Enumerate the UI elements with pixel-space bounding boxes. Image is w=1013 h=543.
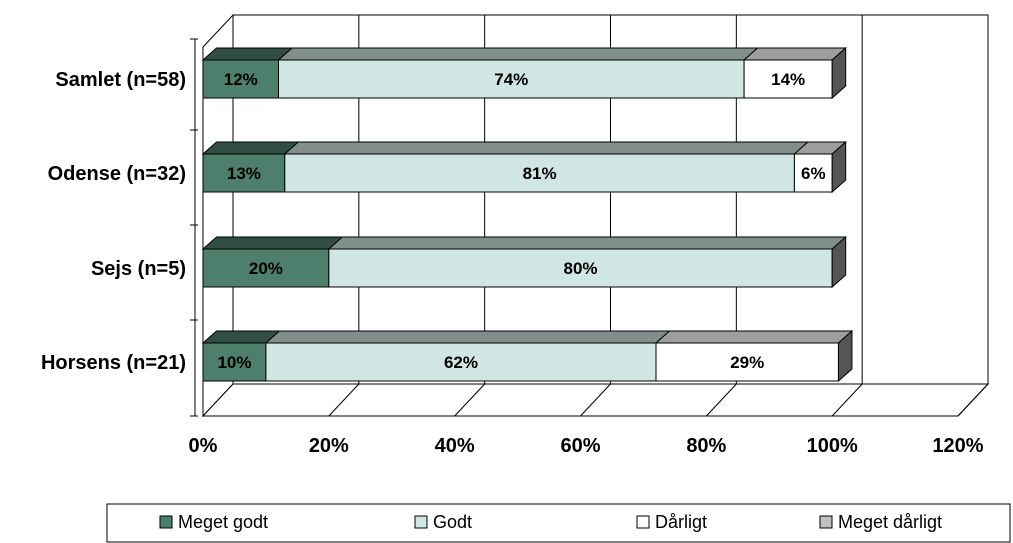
- bar-top-face: [327, 236, 847, 250]
- gridline-floor: [580, 383, 611, 417]
- bar-side-face: [831, 140, 847, 194]
- data-label: 29%: [730, 353, 764, 372]
- bar-top-face: [201, 236, 344, 250]
- category-label: Odense (n=32): [48, 163, 186, 185]
- x-tick-label: 0%: [189, 435, 218, 457]
- category-label: Samlet (n=58): [55, 69, 186, 91]
- bar-side-face: [837, 329, 853, 383]
- bar-side-face: [831, 46, 847, 100]
- x-tick-label: 100%: [807, 435, 858, 457]
- bar-side-face: [831, 235, 847, 289]
- bar-top-face: [277, 47, 759, 61]
- data-label: 14%: [771, 70, 805, 89]
- bar-segment: [265, 342, 657, 382]
- bars: [201, 46, 854, 383]
- gridline-floor: [957, 383, 989, 417]
- labels: Samlet (n=58) Odense (n=32) Sejs (n=5) Hors…: [41, 69, 826, 374]
- data-label: 81%: [523, 164, 557, 183]
- data-label: 62%: [444, 353, 478, 372]
- legend-label: Meget godt: [178, 512, 268, 532]
- gridline-floor: [454, 383, 486, 417]
- x-tick-label: 60%: [560, 435, 600, 457]
- bar-top-face: [264, 330, 671, 344]
- legend-swatch: [159, 515, 173, 529]
- x-tick-label: 20%: [309, 435, 349, 457]
- legend: Meget godt Godt Dårligt Meget dårligt: [106, 503, 1011, 543]
- bar-segment: [202, 248, 330, 288]
- bar-segment: [793, 153, 833, 193]
- data-label: 80%: [563, 259, 597, 278]
- legend-label: Meget dårligt: [838, 512, 942, 532]
- x-tick-label: 40%: [435, 435, 475, 457]
- bar-top-face: [201, 141, 300, 155]
- x-tick-label: 80%: [686, 435, 726, 457]
- legend-box: [106, 503, 1011, 543]
- legend-swatch: [636, 515, 650, 529]
- gridline-floor: [831, 383, 863, 417]
- data-label: 6%: [801, 164, 826, 183]
- bar-segment: [284, 153, 795, 193]
- category-label: Sejs (n=5): [91, 258, 186, 280]
- bar-top-face: [654, 330, 854, 344]
- bar-segment: [202, 153, 286, 193]
- bar-segment: [328, 248, 833, 288]
- bar-top-face: [283, 141, 810, 155]
- data-label: 74%: [494, 70, 528, 89]
- bar-segment: [202, 59, 279, 99]
- bar-top-face: [742, 47, 847, 61]
- legend-swatch: [414, 515, 428, 529]
- category-label: Horsens (n=21): [41, 352, 186, 374]
- legend-label: Dårligt: [655, 512, 707, 532]
- bar-segment: [278, 59, 745, 99]
- legend-label: Godt: [433, 512, 472, 532]
- gridline-floor: [328, 383, 360, 417]
- x-tick-label: 120%: [932, 435, 983, 457]
- data-label: 20%: [249, 259, 283, 278]
- bar-top-face: [201, 47, 294, 61]
- gridline-floor: [705, 383, 737, 417]
- data-label: 10%: [217, 353, 251, 372]
- data-label: 12%: [224, 70, 258, 89]
- legend-swatch: [819, 515, 833, 529]
- data-label: 13%: [227, 164, 261, 183]
- axes: 0% 20% 40% 60% 80% 100% 120%: [189, 38, 984, 457]
- bar-segment: [743, 59, 833, 99]
